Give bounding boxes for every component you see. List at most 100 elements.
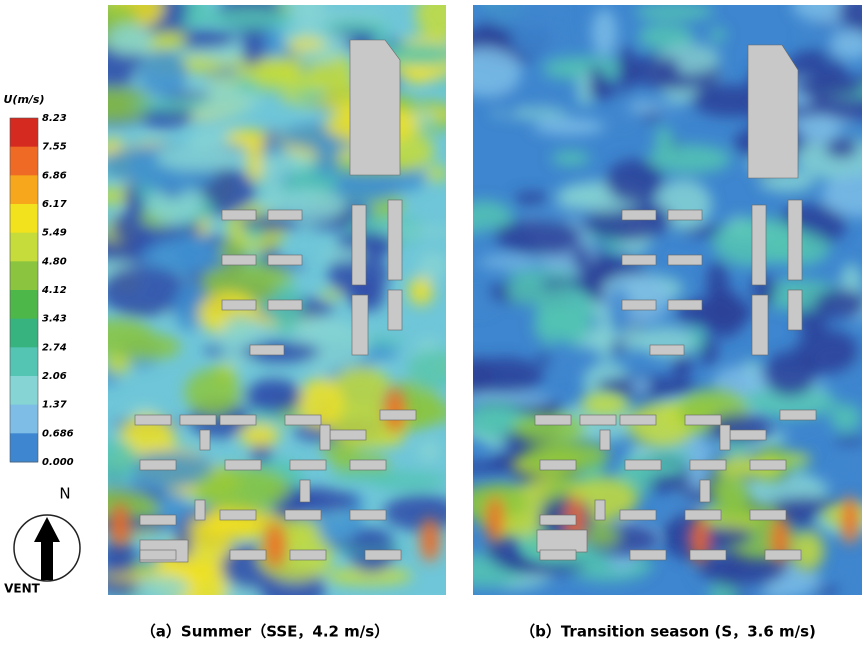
contour-blob	[529, 207, 595, 222]
building	[620, 415, 656, 425]
contour-blob	[424, 166, 449, 181]
contour-blob	[631, 378, 649, 394]
contour-blob	[107, 24, 153, 54]
contour-blob	[418, 251, 448, 280]
contour-blob	[588, 80, 619, 100]
contour-blob	[582, 393, 629, 415]
contour-blob	[320, 291, 343, 299]
building	[330, 430, 366, 440]
building	[600, 430, 610, 450]
building	[300, 480, 310, 502]
contour-blob	[655, 127, 673, 154]
contour-blob	[608, 286, 630, 336]
contour-blob	[315, 138, 340, 177]
contour-blob	[478, 256, 540, 268]
compass-arrow	[34, 517, 60, 580]
contour-blob	[226, 130, 269, 146]
building	[537, 530, 587, 552]
building	[200, 430, 210, 450]
contour-blob	[679, 525, 751, 548]
building	[140, 460, 176, 470]
building	[268, 255, 302, 265]
building	[350, 510, 386, 520]
contour-blob	[250, 58, 301, 89]
building	[700, 480, 710, 502]
building	[765, 550, 801, 560]
legend-band	[10, 376, 38, 405]
contour-blob	[323, 20, 390, 33]
building	[290, 550, 326, 560]
legend-band	[10, 175, 38, 204]
building	[352, 205, 366, 285]
building	[225, 460, 261, 470]
legend-label: 2.06	[42, 371, 67, 382]
contour-blob	[592, 8, 618, 56]
building	[290, 460, 326, 470]
building	[668, 210, 702, 220]
contour-blob	[825, 138, 858, 159]
building	[388, 200, 402, 280]
legend-label: 1.37	[42, 400, 67, 411]
building	[690, 550, 726, 560]
building	[285, 510, 321, 520]
legend-bar	[10, 118, 38, 463]
building	[268, 300, 302, 310]
building	[140, 515, 176, 525]
legend-label: 8.23	[42, 113, 67, 124]
contour-blob	[135, 575, 190, 600]
contour-blob	[138, 50, 188, 98]
contour-blob	[538, 80, 554, 107]
contour-blob	[210, 8, 292, 30]
contour-blob	[324, 540, 396, 549]
hot-zone	[265, 523, 285, 567]
contour-blob	[89, 439, 138, 482]
building	[352, 295, 368, 355]
building	[222, 255, 256, 265]
building	[622, 300, 656, 310]
building	[685, 415, 721, 425]
hot-zone	[486, 496, 504, 544]
contour-blob	[812, 586, 841, 595]
legend-band	[10, 433, 38, 462]
building	[268, 210, 302, 220]
figure: U(m/s) 8.237.556.866.175.494.804.123.432…	[0, 0, 864, 645]
contour-blob	[259, 152, 314, 172]
legend-band	[10, 405, 38, 434]
building	[625, 460, 661, 470]
hot-zone	[420, 518, 440, 562]
contour-blob	[830, 404, 862, 432]
building	[140, 550, 176, 560]
building	[388, 290, 402, 330]
contour-blob	[506, 270, 580, 281]
legend-label: 0.686	[42, 428, 74, 439]
building	[535, 415, 571, 425]
legend-band	[10, 204, 38, 233]
contour-blob	[128, 405, 158, 416]
contour-blob	[409, 276, 433, 305]
legend-label: 6.17	[42, 199, 67, 210]
contour-blob	[720, 487, 752, 517]
contour-blob	[370, 472, 447, 490]
contour-blob	[417, 440, 441, 462]
contour-blob	[791, 79, 863, 96]
building	[540, 460, 576, 470]
building	[220, 510, 256, 520]
contour-blob	[155, 145, 244, 171]
legend-band	[10, 319, 38, 348]
hot-zone	[110, 503, 130, 547]
contour-blob	[514, 192, 548, 205]
contour-blob	[559, 191, 616, 202]
building	[180, 415, 216, 425]
legend-title: U(m/s)	[3, 93, 44, 106]
legend-label: 4.12	[41, 285, 67, 296]
building	[685, 510, 721, 520]
building	[540, 550, 576, 560]
contour-blob	[104, 355, 131, 374]
contour-blob	[465, 357, 543, 393]
building	[222, 210, 256, 220]
contour-blob	[815, 289, 864, 319]
legend-label: 4.80	[41, 256, 67, 267]
contour-blob	[843, 549, 862, 598]
building	[788, 200, 802, 280]
building	[380, 410, 416, 420]
